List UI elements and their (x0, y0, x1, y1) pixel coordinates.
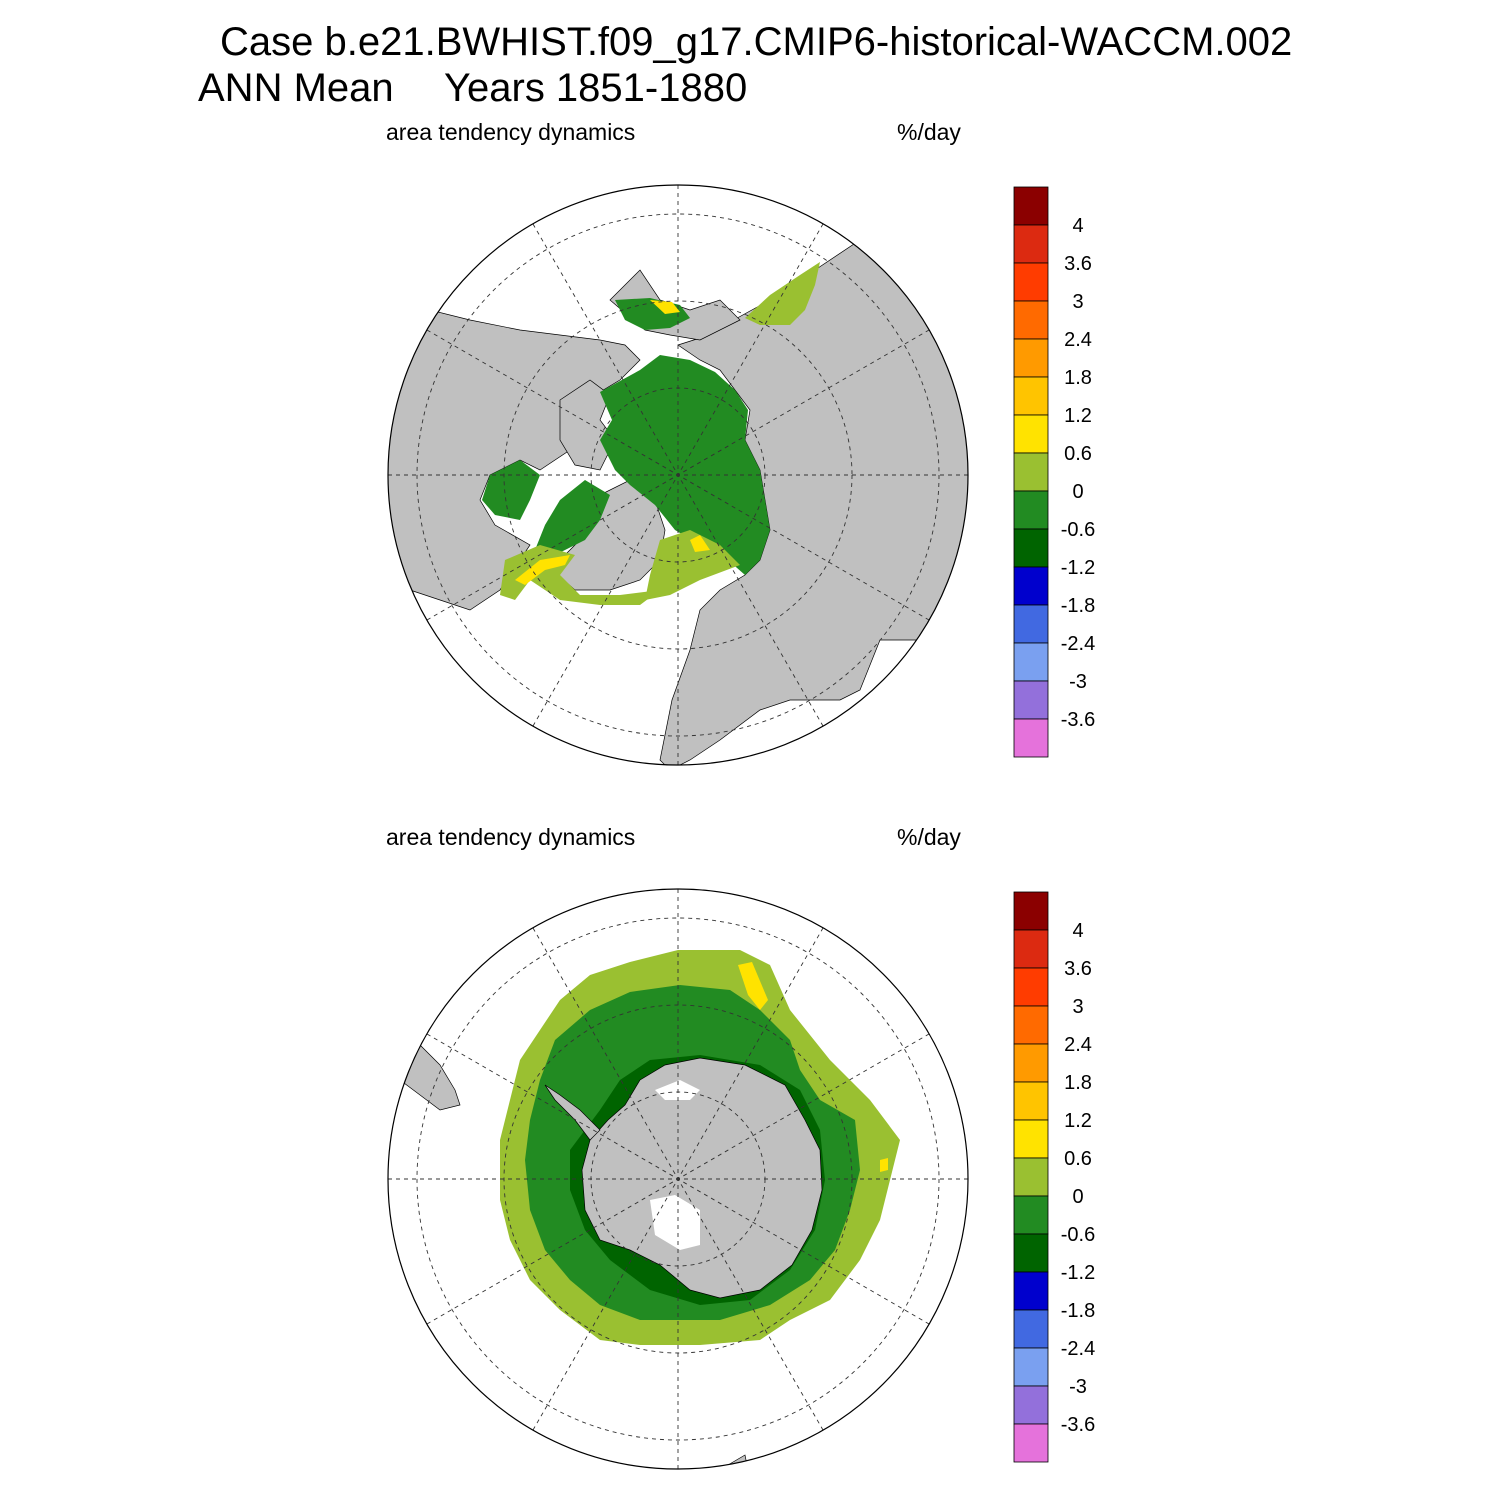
south-colorbar-box (1013, 1195, 1049, 1235)
north-colorbar-box (1013, 642, 1049, 682)
ross-ice-shelf (650, 1195, 700, 1250)
bering-sea-positive-band (650, 300, 680, 314)
north-colorbar-tick-label: 4 (1072, 215, 1083, 237)
baffin-bay-ice-field (535, 480, 610, 555)
north-colorbar-box (1013, 528, 1049, 568)
north-colorbar-box (1013, 300, 1049, 340)
years-label: Years 1851-1880 (444, 66, 748, 110)
north-colorbar-tick-label: -1.8 (1061, 595, 1095, 617)
plot-title-case: Case b.e21.BWHIST.f09_g17.CMIP6-historic… (220, 20, 1293, 64)
greenland-sea-ice-field (645, 530, 740, 600)
north-colorbar-box (1013, 262, 1049, 302)
south-colorbar-box (1013, 967, 1049, 1007)
north-colorbar-tick-label: -1.2 (1061, 557, 1095, 579)
north-colorbar-box (1013, 604, 1049, 644)
south-colorbar-box (1013, 1157, 1049, 1197)
north-colorbar-box (1013, 718, 1049, 758)
south-colorbar-box (1013, 1233, 1049, 1273)
south-colorbar-tick-label: 3 (1072, 996, 1083, 1018)
south-colorbar-tick-label: -1.2 (1061, 1262, 1095, 1284)
north-colorbar-tick-label: 2.4 (1064, 329, 1092, 351)
north-colorbar-tick-label: 1.8 (1064, 367, 1092, 389)
ross-sea-positive-patch (738, 962, 768, 1010)
south-colorbar-tick-label: 1.8 (1064, 1072, 1092, 1094)
north-colorbar-box (1013, 414, 1049, 454)
north-colorbar-tick-label: -3.6 (1061, 709, 1095, 731)
south-colorbar-box (1013, 1005, 1049, 1045)
south-polar-map (387, 888, 969, 1470)
weddell-ice-shelf (655, 1080, 700, 1100)
labrador-sea-positive-band (515, 555, 570, 585)
antarctica-land (581, 1057, 823, 1299)
south-colorbar-tick-label: 3.6 (1064, 958, 1092, 980)
north-colorbar-box (1013, 186, 1049, 226)
north-colorbar-box (1013, 452, 1049, 492)
south-colorbar-tick-label: 4 (1072, 920, 1083, 942)
east-positive-patch (880, 1158, 888, 1172)
north-polar-map (387, 184, 969, 766)
south-colorbar-tick-label: -2.4 (1061, 1338, 1095, 1360)
south-map-border (387, 888, 969, 1470)
north-panel-units: %/day (897, 119, 961, 145)
north-colorbar-tick-label: 3.6 (1064, 253, 1092, 275)
north-colorbar-box (1013, 376, 1049, 416)
north-colorbar: 4 3.6 3 2.4 1.8 1.2 0.6 0 -0.6 -1.2 -1.8 -2.4 -3 -3.6 (1013, 186, 1095, 758)
south-colorbar-tick-label: -3 (1069, 1376, 1087, 1398)
south-colorbar-tick-label: -1.8 (1061, 1300, 1095, 1322)
south-colorbar-box (1013, 1309, 1049, 1349)
south-colorbar-box (1013, 891, 1049, 931)
north-panel-left-title: area tendency dynamics (386, 119, 636, 145)
south-colorbar-box (1013, 929, 1049, 969)
north-colorbar-box (1013, 338, 1049, 378)
barents-ice-edge-positive (690, 535, 710, 552)
north-colorbar-tick-label: 1.2 (1064, 405, 1092, 427)
north-colorbar-tick-label: 3 (1072, 291, 1083, 313)
north-colorbar-box (1013, 490, 1049, 530)
south-colorbar-tick-label: 2.4 (1064, 1034, 1092, 1056)
south-colorbar-box (1013, 1119, 1049, 1159)
north-colorbar-box (1013, 680, 1049, 720)
arctic-ocean-ice-field (600, 355, 770, 575)
south-colorbar: 4 3.6 3 2.4 1.8 1.2 0.6 0 -0.6 -1.2 -1.8 -2.4 -3 -3.6 (1013, 891, 1095, 1463)
plot-title-period: ANN Mean Years 1851-1880 (198, 66, 747, 110)
north-colorbar-tick-label: -2.4 (1061, 633, 1095, 655)
south-panel-units: %/day (897, 824, 961, 850)
south-colorbar-tick-label: -3.6 (1061, 1414, 1095, 1436)
south-colorbar-box (1013, 1385, 1049, 1425)
south-graticule (388, 889, 968, 1469)
north-colorbar-box (1013, 224, 1049, 264)
south-colorbar-tick-label: 0.6 (1064, 1148, 1092, 1170)
south-panel-left-title: area tendency dynamics (386, 824, 636, 850)
south-colorbar-box (1013, 1043, 1049, 1083)
south-colorbar-box (1013, 1081, 1049, 1121)
south-colorbar-tick-label: 1.2 (1064, 1110, 1092, 1132)
north-colorbar-tick-label: 0.6 (1064, 443, 1092, 465)
north-colorbar-tick-label: -3 (1069, 671, 1087, 693)
south-colorbar-tick-label: -0.6 (1061, 1224, 1095, 1246)
north-colorbar-box (1013, 566, 1049, 606)
south-colorbar-box (1013, 1423, 1049, 1463)
north-colorbar-tick-label: 0 (1072, 481, 1083, 503)
south-colorbar-box (1013, 1347, 1049, 1387)
south-colorbar-box (1013, 1271, 1049, 1311)
north-graticule (388, 185, 968, 765)
north-america-land (388, 309, 641, 611)
north-colorbar-tick-label: -0.6 (1061, 519, 1095, 541)
north-map-border (387, 184, 969, 766)
season-label: ANN Mean (198, 66, 394, 110)
south-colorbar-tick-label: 0 (1072, 1186, 1083, 1208)
